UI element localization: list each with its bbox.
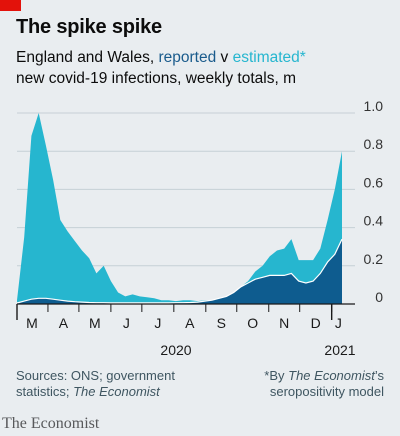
- year-label: 2020: [160, 342, 191, 358]
- x-tick-label: J: [123, 315, 130, 331]
- x-tick-label: M: [26, 315, 38, 331]
- sources-line-2-prefix: statistics;: [16, 384, 73, 399]
- sources-note: Sources: ONS; government statistics; The…: [16, 368, 175, 400]
- y-tick-label: 0.8: [364, 136, 384, 152]
- x-tick-label: J: [154, 315, 161, 331]
- y-tick-label: 0.2: [364, 251, 384, 267]
- sources-line-2: statistics; The Economist: [16, 384, 175, 400]
- footnote-line-1: *By The Economist’s: [264, 368, 384, 384]
- y-tick-label: 0.6: [364, 174, 384, 190]
- footnote-suffix: ’s: [375, 368, 384, 383]
- sources-line-1: Sources: ONS; government: [16, 368, 175, 384]
- x-tick-label: O: [247, 315, 258, 331]
- y-tick-label: 0.4: [364, 213, 384, 229]
- footnote: *By The Economist’s seropositivity model: [264, 368, 384, 400]
- x-tick-label: S: [217, 315, 226, 331]
- footnote-line-2: seropositivity model: [264, 384, 384, 400]
- x-tick-label: J: [335, 315, 342, 331]
- y-tick-label: 1.0: [364, 98, 384, 114]
- sources-line-2-italic: The Economist: [73, 384, 160, 399]
- x-tick-label: M: [89, 315, 101, 331]
- brand-logo-text: The Economist: [2, 415, 99, 433]
- footnote-prefix: *By: [264, 368, 288, 383]
- year-label: 2021: [324, 342, 355, 358]
- footnote-italic: The Economist: [288, 368, 375, 383]
- x-tick-label: A: [185, 315, 195, 331]
- x-tick-label: A: [59, 315, 69, 331]
- x-tick-label: D: [311, 315, 321, 331]
- x-tick-label: N: [279, 315, 289, 331]
- y-tick-label: 0: [375, 289, 383, 305]
